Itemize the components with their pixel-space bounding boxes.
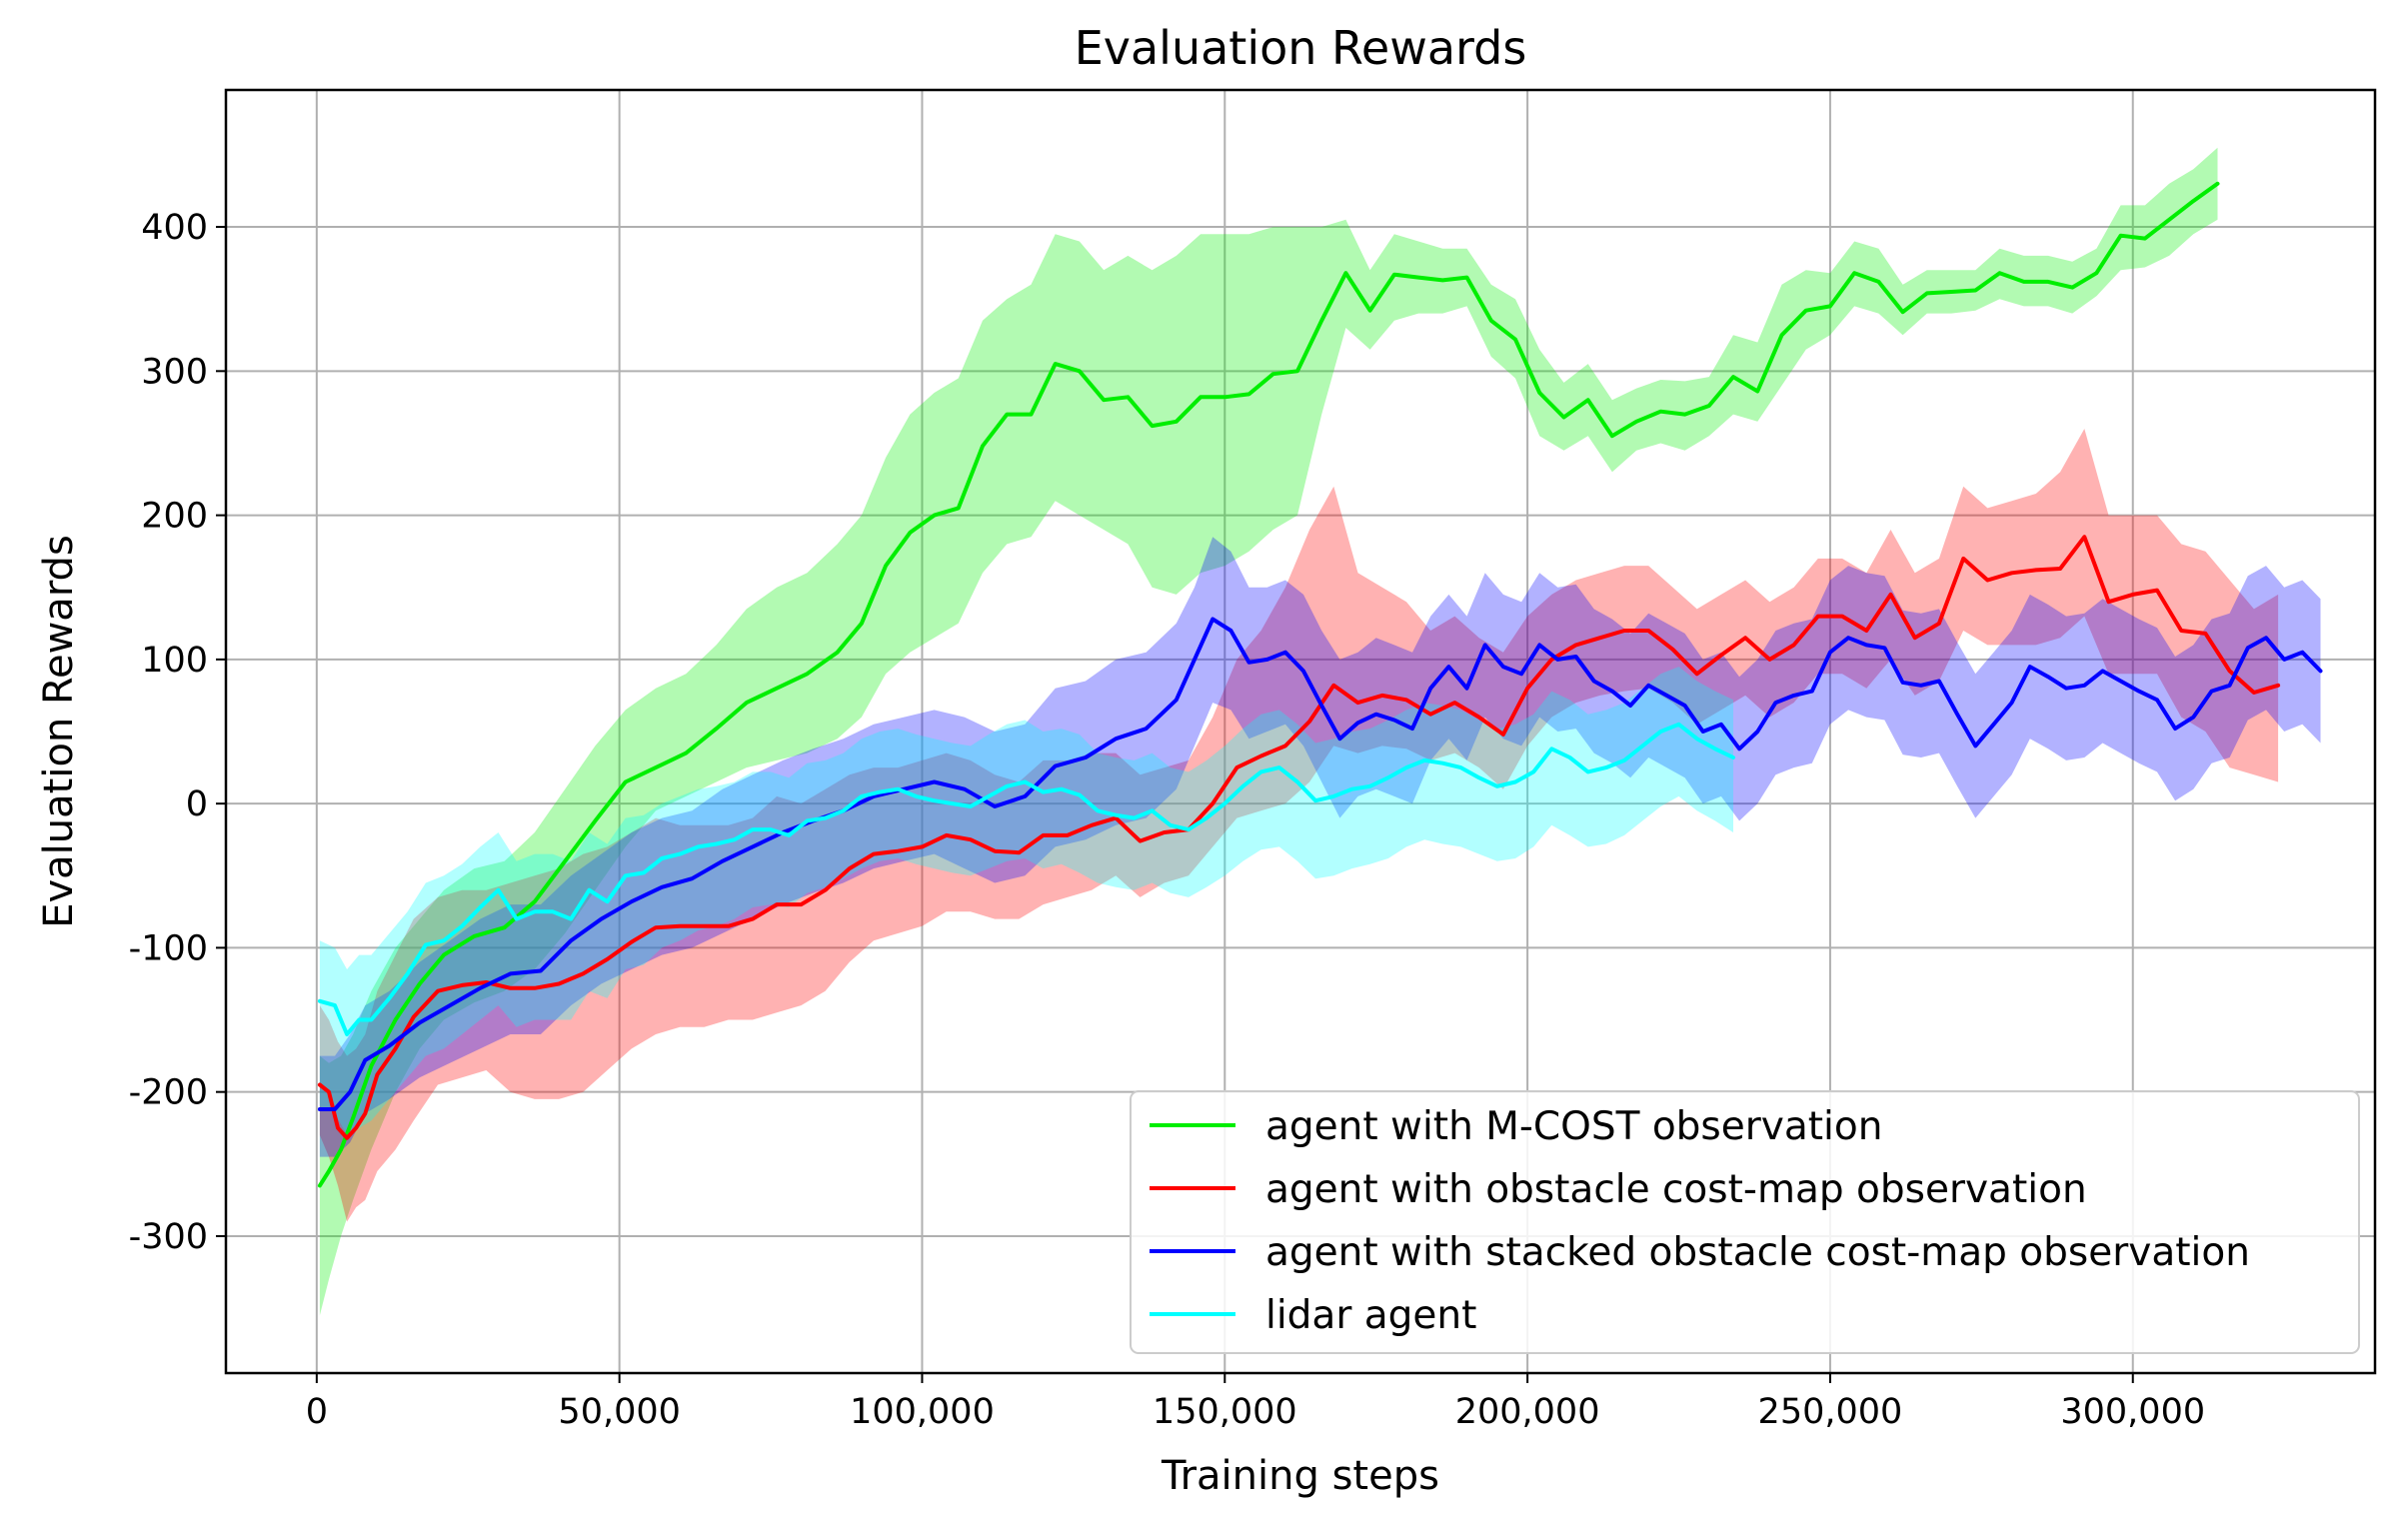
y-axis-ticks: 400 300 200 100 0 -100 -200 -300 bbox=[129, 208, 226, 1257]
x-tick-label: 200,000 bbox=[1455, 1392, 1600, 1432]
x-tick-label: 50,000 bbox=[558, 1392, 680, 1432]
line-obstacle-cost-map bbox=[317, 535, 2281, 1140]
legend-label-lidar: lidar agent bbox=[1265, 1293, 1476, 1338]
x-axis-ticks: 0 50,000 100,000 150,000 200,000 250,000 300,0… bbox=[306, 1373, 2205, 1432]
legend-items: agent with M-COST observation agent with … bbox=[1150, 1104, 2250, 1338]
legend-label-obstacle-cost-map: agent with obstacle cost-map observation bbox=[1265, 1167, 2087, 1212]
x-tick-label: 100,000 bbox=[850, 1392, 995, 1432]
y-axis-title: Evaluation Rewards bbox=[36, 535, 82, 928]
legend-label-m-cost: agent with M-COST observation bbox=[1265, 1104, 1882, 1149]
y-tick-label: 200 bbox=[141, 497, 208, 537]
plot-frame bbox=[224, 88, 2377, 1375]
y-tick-label: 100 bbox=[141, 641, 208, 681]
line-lidar bbox=[317, 722, 1735, 1036]
y-tick-label: -100 bbox=[129, 928, 208, 968]
band-m-cost bbox=[319, 147, 2218, 1316]
plot-area bbox=[224, 88, 2377, 1375]
legend-label-stacked-obstacle-cost-map: agent with stacked obstacle cost-map obs… bbox=[1265, 1230, 2250, 1275]
x-tick-label: 250,000 bbox=[1758, 1392, 1903, 1432]
legend: agent with M-COST observation agent with … bbox=[1130, 1090, 2360, 1354]
line-stacked-obstacle-cost-map bbox=[317, 617, 2323, 1111]
y-tick-label: 300 bbox=[141, 352, 208, 392]
legend-box bbox=[1130, 1090, 2360, 1354]
x-axis-title: Training steps bbox=[1161, 1453, 1439, 1499]
band-obstacle-cost-map bbox=[319, 429, 2279, 1222]
y-tick-label: -300 bbox=[129, 1217, 208, 1257]
chart-title: Evaluation Rewards bbox=[1075, 21, 1527, 75]
y-tick-label: 0 bbox=[186, 784, 208, 824]
y-tick-label: 400 bbox=[141, 208, 208, 248]
band-stacked-obstacle-cost-map bbox=[319, 537, 2321, 1157]
y-tick-label: -200 bbox=[129, 1073, 208, 1113]
x-tick-label: 300,000 bbox=[2060, 1392, 2205, 1432]
x-tick-label: 0 bbox=[306, 1392, 328, 1432]
x-tick-label: 150,000 bbox=[1153, 1392, 1297, 1432]
series-lines bbox=[317, 181, 2323, 1188]
line-m-cost bbox=[317, 181, 2220, 1188]
